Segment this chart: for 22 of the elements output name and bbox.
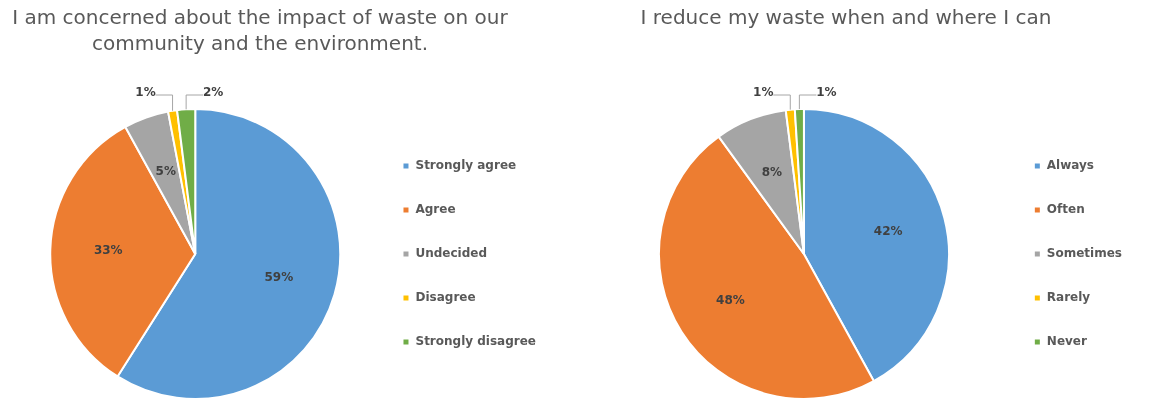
legend-label: Always [1046, 158, 1095, 173]
legend-label: Disagree [415, 290, 476, 305]
data-label: 1% [753, 85, 774, 100]
data-label: 5% [155, 164, 176, 179]
legend-label: Undecided [415, 246, 488, 261]
data-label: 8% [761, 165, 783, 180]
data-label: 1% [816, 85, 837, 100]
data-label: 1% [135, 85, 156, 100]
data-label: 2% [202, 85, 224, 100]
chart-title: I am concerned about the impact of waste on our community and the environment. [11, 4, 509, 56]
data-label: 48% [716, 292, 745, 307]
legend-label: Strongly agree [415, 158, 517, 173]
legend-label: Rarely [1046, 290, 1091, 305]
legend-label: Agree [415, 202, 456, 217]
data-label: 33% [93, 243, 123, 258]
legend-label: Sometimes [1046, 246, 1123, 261]
legend-label: Often [1046, 202, 1085, 217]
legend-label: Never [1046, 334, 1087, 349]
data-label: 42% [873, 224, 903, 239]
data-label: 59% [264, 270, 294, 285]
chart-title: I reduce my waste when and where I can [639, 4, 1053, 30]
legend-label: Strongly disagree [415, 334, 536, 349]
